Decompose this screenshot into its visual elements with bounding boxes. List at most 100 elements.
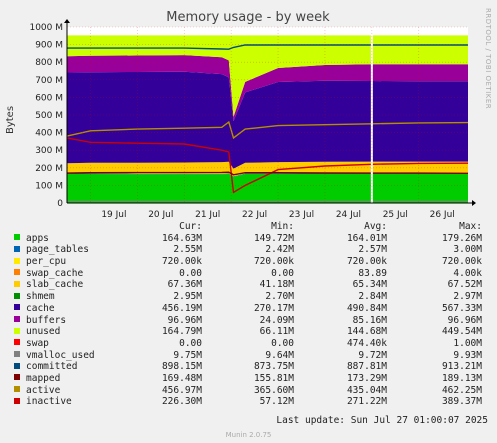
legend-label: committed <box>26 361 78 373</box>
legend-row-committed: committed 898.15M 873.75M 887.81M 913.21M <box>14 361 490 373</box>
legend-avg: 2.84M <box>358 291 387 303</box>
legend-row-unused: unused 164.79M 66.11M 144.68M 449.54M <box>14 326 490 338</box>
legend-label: active <box>26 384 61 396</box>
legend-cur: 164.79M <box>161 326 202 338</box>
legend-max: 3.00M <box>453 244 482 256</box>
legend-max: 9.93M <box>453 349 482 361</box>
legend-label: shmem <box>26 291 55 303</box>
legend-row-swap_cache: swap_cache 0.00 0.00 83.89 4.00k <box>14 268 490 280</box>
legend-cur: 456.19M <box>161 302 202 314</box>
legend-row-swap: swap 0.00 0.00 474.40k 1.00M <box>14 338 490 350</box>
x-tick-label: 19 Jul <box>101 210 126 220</box>
legend-swatch <box>14 292 20 299</box>
legend-cur: 67.36M <box>167 279 202 291</box>
legend-min: 270.17M <box>253 302 294 314</box>
legend-row-buffers: buffers 96.96M 24.09M 85.16M 96.96M <box>14 315 490 327</box>
legend-min: 155.81M <box>253 372 294 384</box>
x-tick-label: 25 Jul <box>383 210 408 220</box>
legend-avg: 271.22M <box>346 396 387 408</box>
y-tick-label: 600 M <box>35 93 63 103</box>
legend-avg: 173.29M <box>346 372 387 384</box>
y-tick-label: 0 <box>57 199 63 209</box>
legend-cur: 898.15M <box>161 361 202 373</box>
legend-cur: 169.48M <box>161 372 202 384</box>
legend-label: mapped <box>26 372 61 384</box>
y-axis-arrow <box>64 19 70 23</box>
y-tick-label: 1000 M <box>29 23 63 33</box>
legend-min: 2.70M <box>265 291 294 303</box>
legend-row-slab_cache: slab_cache 67.36M 41.18M 65.34M 67.52M <box>14 279 490 291</box>
legend-label: slab_cache <box>26 279 84 291</box>
legend-swatch <box>14 386 20 393</box>
legend-min: 873.75M <box>253 361 294 373</box>
legend-min: 720.00k <box>253 256 294 268</box>
legend-avg: 474.40k <box>346 337 387 349</box>
y-tick-label: 700 M <box>35 76 63 86</box>
series-lines <box>66 27 469 203</box>
legend-max: 96.96M <box>447 314 482 326</box>
y-tick-label: 200 M <box>35 164 63 174</box>
munin-version: Munin 2.0.75 <box>225 431 272 439</box>
legend-swatch <box>14 327 20 334</box>
x-tick-label: 22 Jul <box>242 210 267 220</box>
legend-label: apps <box>26 232 49 244</box>
legend-avg: 887.81M <box>346 361 387 373</box>
legend-min: 0.00 <box>271 267 294 279</box>
legend-swatch <box>14 351 20 358</box>
legend-label: buffers <box>26 314 67 326</box>
legend-row-cache: cache 456.19M 270.17M 490.84M 567.33M <box>14 303 490 315</box>
area-buffers <box>67 55 468 122</box>
legend-max: 2.97M <box>453 291 482 303</box>
legend-table: Cur: Min: Avg: Max: apps 164.63M 149.72M 16… <box>14 221 490 408</box>
legend-row-shmem: shmem 2.95M 2.70M 2.84M 2.97M <box>14 291 490 303</box>
legend-max: 449.54M <box>441 326 482 338</box>
legend-min: 24.09M <box>259 314 294 326</box>
x-axis: 19 Jul 20 Jul 21 Jul 22 Jul 23 Jul 24 Jul 25 J… <box>67 200 476 220</box>
y-tick-label: 800 M <box>35 58 63 68</box>
legend-max: 189.13M <box>441 372 482 384</box>
legend-swatch <box>14 397 20 404</box>
legend-cur: 96.96M <box>167 314 202 326</box>
area-cache <box>67 71 468 169</box>
y-axis-label: Bytes <box>5 106 16 134</box>
x-tick-label: 26 Jul <box>430 210 455 220</box>
y-tick-label: 400 M <box>35 129 63 139</box>
legend-cur: 226.30M <box>161 396 202 408</box>
legend-max: 913.21M <box>441 361 482 373</box>
legend-swatch <box>14 362 20 369</box>
legend-swatch <box>14 316 20 322</box>
legend-label: per_cpu <box>26 256 67 268</box>
legend-avg: 65.34M <box>352 279 387 291</box>
x-tick-label: 24 Jul <box>336 210 361 220</box>
chart-title: Memory usage - by week <box>166 10 330 25</box>
legend-max: 720.00k <box>441 256 482 268</box>
legend-label: vmalloc_used <box>26 349 95 361</box>
legend-avg: 490.84M <box>346 302 387 314</box>
legend-min: 9.64M <box>265 349 294 361</box>
legend-min: 66.11M <box>259 326 294 338</box>
legend-label: page_tables <box>26 244 89 256</box>
legend-max: 67.52M <box>447 279 482 291</box>
legend-swatch <box>14 234 20 241</box>
legend-swatch <box>14 269 20 276</box>
legend-swatch <box>14 304 20 311</box>
legend-min: 57.12M <box>259 396 294 408</box>
legend-label: inactive <box>26 396 72 408</box>
y-tick-label: 100 M <box>35 181 63 191</box>
y-tick-label: 500 M <box>35 111 63 121</box>
legend-swatch <box>14 374 20 381</box>
legend-max: 462.25M <box>441 384 482 396</box>
legend-avg: 2.57M <box>358 244 387 256</box>
legend-row-vmalloc_used: vmalloc_used 9.75M 9.64M 9.72M 9.93M <box>14 350 490 362</box>
legend-avg: 144.68M <box>346 326 387 338</box>
x-axis-arrow <box>472 200 476 206</box>
legend-avg: 164.01M <box>346 232 387 244</box>
legend-label: unused <box>26 326 61 338</box>
last-update: Last update: Sun Jul 27 01:00:07 2025 <box>276 415 488 426</box>
legend-max: 179.26M <box>441 232 482 244</box>
legend-row-mapped: mapped 169.48M 155.81M 173.29M 189.13M <box>14 373 490 385</box>
header-cur: Cur: <box>179 221 202 232</box>
legend-row-active: active 456.97M 365.60M 435.04M 462.25M <box>14 385 490 397</box>
y-tick-label: 300 M <box>35 146 63 156</box>
legend-min: 365.60M <box>253 384 294 396</box>
